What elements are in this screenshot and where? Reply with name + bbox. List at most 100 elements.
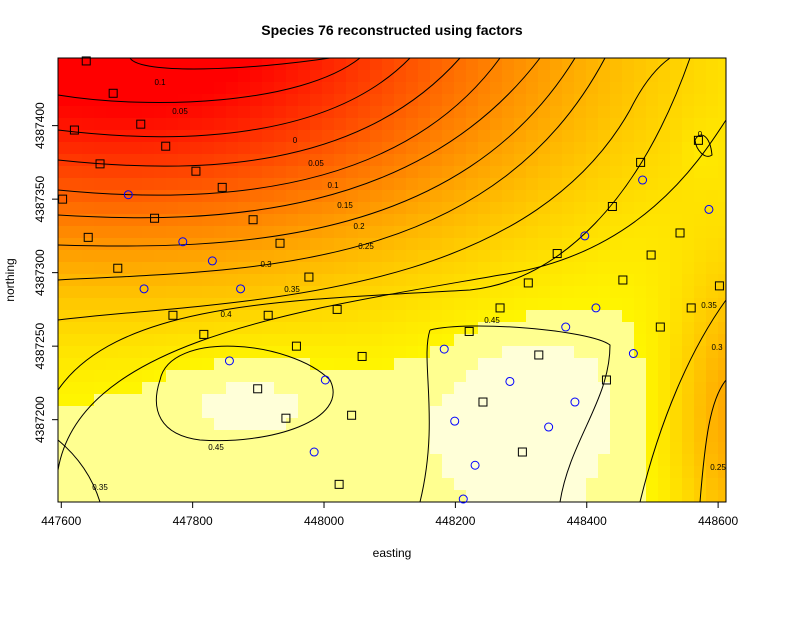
heat-cell — [298, 454, 310, 466]
heat-cell — [718, 214, 726, 226]
heat-cell — [526, 82, 538, 94]
heat-cell — [142, 430, 154, 442]
heat-cell — [58, 382, 70, 394]
heat-cell — [610, 346, 622, 358]
heat-cell — [526, 490, 538, 502]
heat-cell — [130, 166, 142, 178]
heat-cell — [70, 130, 82, 142]
heat-cell — [238, 406, 250, 418]
heat-cell — [94, 166, 106, 178]
heat-cell — [478, 370, 490, 382]
heat-cell — [454, 274, 466, 286]
circle-point — [544, 422, 554, 432]
heat-cell — [322, 490, 334, 502]
heat-cell — [694, 454, 706, 466]
heat-cell — [226, 454, 238, 466]
heat-cell — [682, 262, 694, 274]
heat-cell — [334, 58, 346, 70]
heat-cell — [718, 310, 726, 322]
heat-cell — [538, 358, 550, 370]
heat-cell — [382, 298, 394, 310]
heat-cell — [322, 202, 334, 214]
heat-cell — [586, 334, 598, 346]
heat-cell — [394, 190, 406, 202]
heat-cell — [718, 130, 726, 142]
heat-cell — [382, 466, 394, 478]
heat-cell — [70, 310, 82, 322]
heat-cell — [178, 214, 190, 226]
heat-cell — [322, 142, 334, 154]
circle-point — [704, 204, 714, 214]
heat-cell — [586, 382, 598, 394]
heat-cell — [118, 118, 130, 130]
heat-cell — [334, 262, 346, 274]
heat-cell — [394, 394, 406, 406]
heat-cell — [526, 70, 538, 82]
heat-cell — [202, 154, 214, 166]
heat-cell — [598, 106, 610, 118]
heat-cell — [94, 418, 106, 430]
heat-cell — [442, 238, 454, 250]
heat-cell — [130, 442, 142, 454]
heat-cell — [718, 262, 726, 274]
heat-cell — [658, 478, 670, 490]
heat-cell — [190, 322, 202, 334]
heat-cell — [250, 214, 262, 226]
heat-cell — [262, 142, 274, 154]
heat-cell — [190, 226, 202, 238]
heat-cell — [262, 478, 274, 490]
heat-cell — [322, 406, 334, 418]
heat-cell — [94, 262, 106, 274]
heat-cell — [430, 418, 442, 430]
heat-cell — [394, 202, 406, 214]
heat-cell — [418, 202, 430, 214]
heat-cell — [550, 274, 562, 286]
heat-cell — [670, 382, 682, 394]
heat-cell — [94, 286, 106, 298]
heat-cell — [670, 274, 682, 286]
heat-cell — [298, 166, 310, 178]
heat-cell — [274, 82, 286, 94]
x-tick-label: 448200 — [435, 514, 475, 528]
heat-cell — [286, 106, 298, 118]
heat-cell — [106, 370, 118, 382]
heat-cell — [490, 202, 502, 214]
heat-cell — [466, 454, 478, 466]
square-point — [113, 263, 123, 273]
heat-cell — [310, 82, 322, 94]
heat-cell — [718, 250, 726, 262]
heat-cell — [370, 430, 382, 442]
heat-cell — [478, 358, 490, 370]
heat-cell — [298, 106, 310, 118]
heat-cell — [430, 82, 442, 94]
heat-cell — [682, 274, 694, 286]
heat-cell — [106, 214, 118, 226]
circle-point — [439, 344, 449, 354]
heat-cell — [622, 226, 634, 238]
heat-cell — [310, 322, 322, 334]
heat-cell — [646, 106, 658, 118]
heat-cell — [202, 490, 214, 502]
heat-cell — [454, 262, 466, 274]
heat-cell — [334, 442, 346, 454]
heat-cell — [130, 118, 142, 130]
heat-cell — [82, 346, 94, 358]
heat-cell — [238, 298, 250, 310]
heat-cell — [298, 382, 310, 394]
heat-cell — [214, 178, 226, 190]
heat-cell — [214, 322, 226, 334]
heat-cell — [286, 358, 298, 370]
heat-cell — [298, 394, 310, 406]
heat-cell — [502, 250, 514, 262]
contour-label: 0.25 — [358, 242, 374, 251]
heat-cell — [70, 262, 82, 274]
heat-cell — [538, 226, 550, 238]
heat-cell — [622, 262, 634, 274]
contour-label: 0.3 — [260, 260, 272, 269]
heat-cell — [82, 454, 94, 466]
heat-cell — [214, 82, 226, 94]
heat-cell — [574, 382, 586, 394]
heat-cell — [694, 406, 706, 418]
heat-cell — [670, 346, 682, 358]
heat-cell — [370, 94, 382, 106]
